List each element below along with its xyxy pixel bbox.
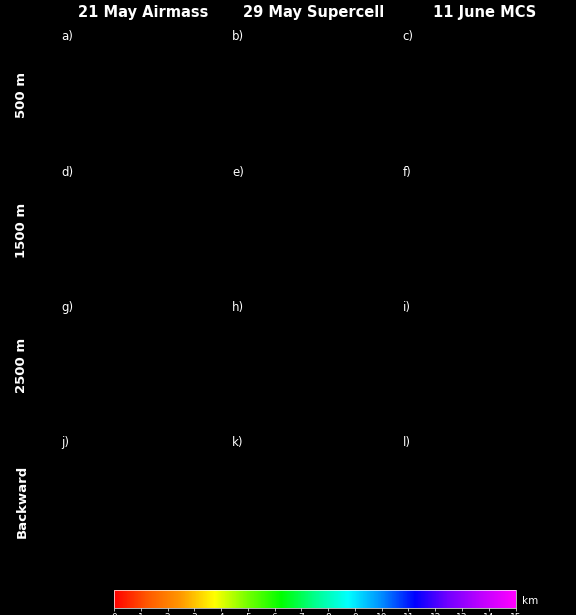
Text: Backward: Backward: [16, 464, 28, 538]
Text: 2500 m: 2500 m: [16, 338, 28, 394]
Text: e): e): [232, 165, 244, 179]
Text: 11 June MCS: 11 June MCS: [433, 5, 536, 20]
Text: 29 May Supercell: 29 May Supercell: [243, 5, 385, 20]
Text: k): k): [232, 436, 244, 450]
Text: l): l): [403, 436, 411, 450]
Text: 500 m: 500 m: [16, 73, 28, 118]
Text: d): d): [61, 165, 73, 179]
Text: f): f): [403, 165, 411, 179]
Text: b): b): [232, 30, 244, 44]
Text: km: km: [522, 596, 539, 606]
Text: c): c): [403, 30, 414, 44]
Text: g): g): [61, 301, 73, 314]
Text: 21 May Airmass: 21 May Airmass: [78, 5, 209, 20]
Text: i): i): [403, 301, 411, 314]
Text: a): a): [61, 30, 73, 44]
Text: 1500 m: 1500 m: [16, 203, 28, 258]
Text: h): h): [232, 301, 244, 314]
Text: j): j): [61, 436, 69, 450]
